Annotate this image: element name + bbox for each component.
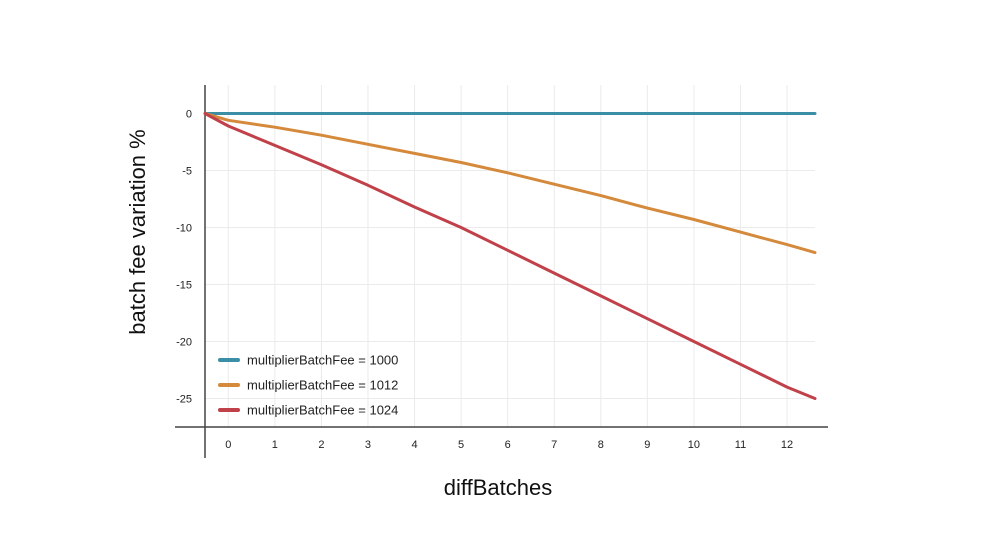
x-tick-label: 1 [272, 439, 278, 451]
x-tick-label: 3 [365, 439, 371, 451]
x-tick-label: 4 [411, 439, 417, 451]
legend-label-1: multiplierBatchFee = 1000 [247, 353, 398, 368]
x-tick-label: 9 [644, 439, 650, 451]
y-tick-label: 0 [186, 109, 192, 121]
x-tick-label: 6 [505, 439, 511, 451]
legend: multiplierBatchFee = 1000 multiplierBatch… [218, 353, 398, 418]
x-tick-label: 2 [318, 439, 324, 451]
tick-labels: 0-5-10-15-20-250 1 2 3 4 5 6 7 8 9 10 11 12 [176, 109, 793, 452]
x-tick-label: 7 [551, 439, 557, 451]
legend-label-2: multiplierBatchFee = 1012 [247, 378, 398, 393]
y-axis-title: batch fee variation % [125, 129, 150, 334]
grid-lines [205, 85, 815, 427]
y-tick-label: -25 [176, 394, 192, 406]
x-tick-label: 5 [458, 439, 464, 451]
x-axis-title: diffBatches [444, 475, 552, 500]
axes [175, 85, 828, 458]
x-tick-label: 8 [598, 439, 604, 451]
x-tick-label: 10 [688, 439, 700, 451]
legend-label-3: multiplierBatchFee = 1024 [247, 403, 398, 418]
x-tick-label: 0 [225, 439, 231, 451]
x-tick-label: 11 [735, 439, 746, 451]
x-tick-label: 12 [781, 439, 793, 451]
y-tick-label: -20 [176, 337, 192, 349]
y-tick-label: -10 [176, 223, 192, 235]
series-line-2 [203, 112, 817, 255]
y-tick-label: -15 [176, 280, 192, 292]
series-line-3 [203, 112, 817, 400]
series-lines [203, 112, 817, 400]
y-tick-label: -5 [182, 166, 192, 178]
